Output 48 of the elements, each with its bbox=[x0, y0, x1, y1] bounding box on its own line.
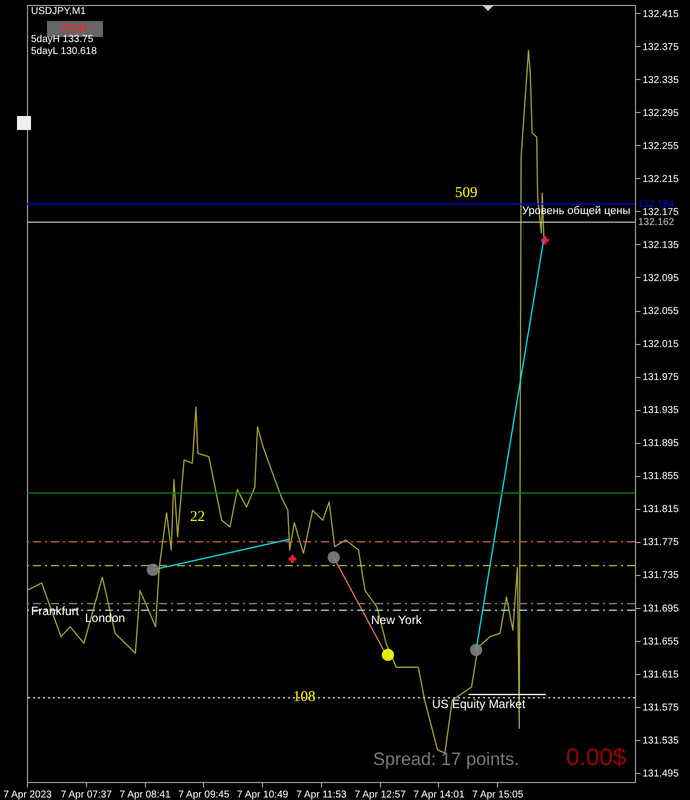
x-tick-label: 7 Apr 15:05 bbox=[472, 790, 524, 800]
y-tick-label: 132.175 bbox=[642, 206, 680, 218]
x-tick-label: 7 Apr 09:45 bbox=[178, 790, 230, 800]
annotation: 5dayL 130.618 bbox=[31, 46, 97, 57]
y-tick-label: 131.815 bbox=[642, 504, 680, 516]
y-tick-label: 131.935 bbox=[642, 405, 680, 416]
x-tick-label: 7 Apr 10:49 bbox=[237, 790, 289, 800]
y-tick-label: 132.055 bbox=[642, 306, 680, 318]
annotation: 108 bbox=[293, 689, 316, 706]
y-tick-label: 131.975 bbox=[642, 372, 680, 384]
x-tick-label: 7 Apr 08:41 bbox=[119, 790, 172, 800]
y-tick-label: 132.255 bbox=[642, 140, 680, 152]
point bbox=[328, 551, 340, 564]
chart-title: USDJPY,M1 bbox=[31, 6, 86, 18]
y-tick-label: 132.375 bbox=[642, 42, 680, 53]
y-tick-label: 132.215 bbox=[642, 174, 680, 185]
y-tick-label: 132.015 bbox=[642, 339, 680, 350]
annotation: 22 bbox=[190, 509, 205, 526]
y-tick-label: 131.615 bbox=[642, 669, 680, 680]
annotation: 509 bbox=[455, 185, 478, 202]
point bbox=[146, 564, 159, 576]
x-tick-label: 7 Apr 11:53 bbox=[296, 790, 348, 800]
y-tick-label: 131.775 bbox=[642, 537, 680, 548]
point bbox=[541, 236, 549, 244]
y-tick-label: 131.735 bbox=[642, 570, 680, 582]
y-tick-label: 131.695 bbox=[642, 603, 680, 614]
point bbox=[288, 555, 296, 563]
y-tick-label: 131.535 bbox=[642, 735, 680, 746]
point bbox=[382, 648, 394, 661]
annotation: 5dayH 133.75 bbox=[31, 34, 94, 45]
point bbox=[470, 644, 482, 656]
y-tick-label: 132.415 bbox=[642, 8, 680, 20]
x-tick-label: 7 Apr 2023 bbox=[3, 790, 52, 800]
annotation: 0.00$ bbox=[566, 744, 626, 772]
y-tick-label: 131.575 bbox=[642, 702, 680, 714]
y-tick-label: 132.135 bbox=[642, 240, 680, 251]
y-tick-label: 131.655 bbox=[642, 636, 680, 648]
annotation: Spread: 17 points. bbox=[373, 749, 520, 770]
ref-line-label: 132.162 bbox=[638, 217, 675, 228]
x-tick-label: 7 Apr 12:57 bbox=[354, 790, 406, 800]
x-tick-label: 7 Apr 14:01 bbox=[413, 790, 465, 800]
y-tick-label: 132.335 bbox=[642, 74, 680, 86]
x-tick-label: 7 Apr 07:37 bbox=[60, 790, 112, 800]
y-tick-label: 132.295 bbox=[642, 108, 680, 119]
y-tick-label: 131.855 bbox=[642, 471, 680, 482]
y-tick-label: 132.095 bbox=[642, 272, 680, 284]
y-tick-label: 131.895 bbox=[642, 438, 680, 450]
y-tick-label: 131.495 bbox=[642, 768, 680, 780]
